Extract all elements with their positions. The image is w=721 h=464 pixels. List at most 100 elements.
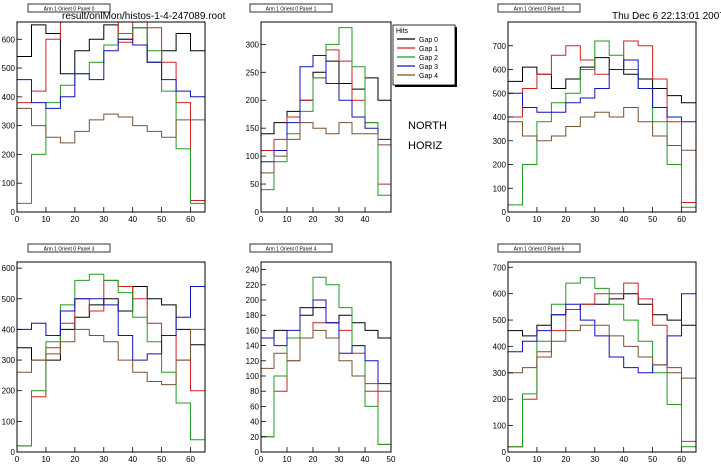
y-tick-label: 300: [2, 356, 16, 365]
x-tick-label: 10: [532, 455, 541, 464]
y-tick-label: 100: [2, 179, 16, 188]
series-line-3: [260, 55, 391, 212]
x-tick-label: 40: [128, 215, 137, 224]
legend-entry-label: Gap 1: [419, 46, 438, 53]
panel-title: Arm 1 Orient 0 Panel 3: [44, 246, 95, 252]
x-tick-label: 0: [259, 455, 264, 464]
plot-frame: [16, 21, 206, 213]
title-frame: [249, 3, 333, 13]
y-tick-label: 200: [493, 161, 507, 170]
series-line-3: [260, 299, 391, 452]
y-tick-label: 600: [493, 290, 507, 299]
y-tick-label: 200: [246, 296, 260, 305]
x-tick-label: 60: [186, 455, 195, 464]
panel-title: Arm 1 Orient 0 Panel 5: [514, 246, 565, 252]
x-tick-label: 40: [619, 215, 628, 224]
plot-frame: [260, 21, 392, 213]
panel-title: Arm 1 Orient 0 Panel 4: [266, 246, 317, 252]
panel-title-box: Arm 1 Orient 0 Panel 1: [249, 3, 333, 13]
x-tick-label: 10: [41, 215, 50, 224]
x-tick-label: 30: [335, 215, 344, 224]
y-tick-label: 0: [255, 208, 260, 217]
legend-entry-label: Gap 4: [419, 73, 438, 80]
y-tick-label: 0: [11, 208, 16, 217]
y-tick-label: 500: [2, 64, 16, 73]
y-tick-label: 700: [493, 263, 507, 272]
x-tick-label: 50: [648, 455, 657, 464]
y-tick-label: 200: [2, 387, 16, 396]
x-tick-label: 30: [99, 455, 108, 464]
series-line-4: [507, 324, 696, 452]
y-tick-label: 400: [493, 113, 507, 122]
panel-title-box: Arm 1 Orient 0 Panel 4: [249, 243, 333, 253]
x-tick-label: 30: [590, 455, 599, 464]
y-tick-label: 300: [2, 122, 16, 131]
x-tick-label: 60: [677, 215, 686, 224]
y-tick-label: 100: [246, 152, 260, 161]
legend-entry-label: Gap 3: [419, 64, 438, 71]
plot-frame: [260, 261, 392, 453]
x-tick-label: 0: [15, 215, 20, 224]
plot-frame: [507, 261, 697, 453]
y-tick-label: 500: [493, 89, 507, 98]
x-tick-label: 20: [309, 455, 318, 464]
panel-title-box: Arm 1 Orient 0 Panel 0: [27, 3, 111, 13]
y-tick-label: 140: [246, 342, 260, 351]
x-tick-label: 10: [283, 455, 292, 464]
y-tick-label: 180: [246, 311, 260, 320]
orientation-label: HORIZ: [408, 140, 443, 152]
y-tick-label: 0: [255, 448, 260, 457]
x-tick-label: 20: [70, 455, 79, 464]
y-tick-label: 120: [246, 357, 260, 366]
x-tick-label: 30: [590, 215, 599, 224]
panel-title: Arm 1 Orient 0 Panel 1: [266, 6, 317, 12]
panel-title: Arm 1 Orient 0 Panel 0: [44, 6, 95, 12]
y-tick-label: 500: [2, 295, 16, 304]
title-frame: [497, 3, 581, 13]
x-tick-label: 60: [677, 455, 686, 464]
series-line-2: [507, 277, 696, 452]
panel-title: Arm 1 Orient 0 Panel 2: [514, 6, 565, 12]
panel-2: Arm 1 Orient 0 Panel 20 10 20 30 40 50 6001002…: [493, 3, 697, 224]
y-tick-label: 0: [11, 448, 16, 457]
y-tick-label: 300: [493, 369, 507, 378]
x-tick-label: 30: [335, 455, 344, 464]
series-line-1: [16, 279, 205, 452]
x-tick-label: 20: [309, 215, 318, 224]
y-tick-label: 160: [246, 326, 260, 335]
y-tick-label: 150: [246, 124, 260, 133]
y-tick-label: 250: [246, 68, 260, 77]
legend-title: Hits: [396, 28, 409, 35]
x-tick-label: 0: [15, 455, 20, 464]
series-line-1: [16, 21, 205, 212]
y-tick-label: 400: [2, 93, 16, 102]
y-tick-label: 100: [246, 372, 260, 381]
series-line-4: [507, 107, 696, 212]
x-tick-label: 20: [561, 215, 570, 224]
y-tick-label: 200: [493, 395, 507, 404]
series-line-0: [260, 307, 391, 452]
series-line-4: [260, 122, 391, 212]
y-tick-label: 60: [250, 402, 259, 411]
series-line-0: [16, 24, 205, 212]
panel-title-box: Arm 1 Orient 0 Panel 5: [497, 243, 581, 253]
series-line-1: [507, 40, 696, 212]
x-tick-label: 10: [532, 215, 541, 224]
series-line-2: [260, 276, 391, 452]
x-tick-label: 50: [648, 215, 657, 224]
y-tick-label: 50: [250, 180, 259, 189]
y-tick-label: 600: [493, 66, 507, 75]
x-tick-label: 0: [259, 215, 264, 224]
panel-0: Arm 1 Orient 0 Panel 00 10 20 30 40 50 6001002…: [2, 3, 206, 224]
x-tick-label: 50: [157, 215, 166, 224]
x-tick-label: 20: [561, 455, 570, 464]
panel-title-box: Arm 1 Orient 0 Panel 2: [497, 3, 581, 13]
series-line-3: [16, 286, 205, 452]
panel-title-box: Arm 1 Orient 0 Panel 3: [27, 243, 111, 253]
x-tick-label: 60: [186, 215, 195, 224]
y-tick-label: 200: [246, 96, 260, 105]
x-tick-label: 50: [387, 455, 396, 464]
title-frame: [27, 243, 111, 253]
y-tick-label: 300: [246, 40, 260, 49]
